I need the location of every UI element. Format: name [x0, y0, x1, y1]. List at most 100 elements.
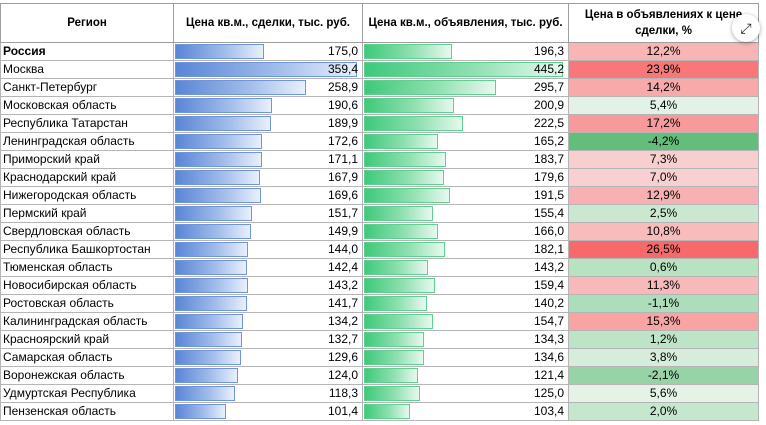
markup-cell: 10,8% — [568, 222, 759, 241]
region-cell: Свердловская область — [0, 222, 174, 241]
listing-price-bar — [364, 386, 420, 401]
table-row: Приморский край 171,1 183,7 7,3% — [0, 150, 759, 169]
expand-arrows-icon[interactable]: ⤢ — [732, 14, 760, 42]
listing-price-cell: 143,2 — [362, 258, 569, 277]
listing-price-value: 179,6 — [533, 170, 564, 184]
listing-price-cell: 182,1 — [362, 240, 569, 259]
deal-price-cell: 175,0 — [173, 42, 363, 61]
deal-price-value: 142,4 — [327, 260, 358, 274]
listing-price-cell: 134,3 — [362, 330, 569, 349]
deal-price-bar — [175, 188, 261, 203]
region-cell: Новосибирская область — [0, 276, 174, 295]
deal-price-value: 151,7 — [327, 206, 358, 220]
deal-price-bar — [175, 116, 271, 131]
deal-price-bar — [175, 44, 264, 59]
listing-price-cell: 179,6 — [362, 168, 569, 187]
deal-price-bar — [175, 386, 235, 401]
deal-price-value: 144,0 — [327, 242, 358, 256]
region-cell: Республика Татарстан — [0, 114, 174, 133]
listing-price-value: 445,2 — [533, 62, 564, 76]
markup-cell: 12,9% — [568, 186, 759, 205]
deal-price-cell: 124,0 — [173, 366, 363, 385]
table-row: Тюменская область 142,4 143,2 0,6% — [0, 258, 759, 277]
markup-cell: 26,5% — [568, 240, 759, 259]
listing-price-bar — [364, 134, 438, 149]
deal-price-value: 141,7 — [327, 296, 358, 310]
table-row: Россия 175,0 196,3 12,2% — [0, 42, 759, 61]
table-row: Новосибирская область 143,2 159,4 11,3% — [0, 276, 759, 295]
listing-price-bar — [364, 80, 496, 95]
deal-price-value: 167,9 — [327, 170, 358, 184]
listing-price-bar — [364, 314, 433, 329]
markup-cell: 5,6% — [568, 384, 759, 403]
header-region: Регион — [0, 3, 174, 43]
markup-cell: 7,3% — [568, 150, 759, 169]
deal-price-cell: 129,6 — [173, 348, 363, 367]
deal-price-value: 134,2 — [327, 314, 358, 328]
deal-price-value: 118,3 — [328, 386, 358, 400]
table-row: Красноярский край 132,7 134,3 1,2% — [0, 330, 759, 349]
region-cell: Пензенская область — [0, 402, 174, 421]
deal-price-cell: 101,4 — [173, 402, 363, 421]
region-cell: Республика Башкортостан — [0, 240, 174, 259]
listing-price-value: 183,7 — [533, 152, 564, 166]
deal-price-bar — [175, 206, 252, 221]
deal-price-cell: 190,6 — [173, 96, 363, 115]
markup-cell: 5,4% — [568, 96, 759, 115]
listing-price-bar — [364, 368, 418, 383]
table-row: Свердловская область 149,9 166,0 10,8% — [0, 222, 759, 241]
deal-price-bar — [175, 260, 247, 275]
markup-cell: 23,9% — [568, 60, 759, 79]
table-row: Республика Татарстан 189,9 222,5 17,2% — [0, 114, 759, 133]
listing-price-bar — [364, 62, 563, 77]
listing-price-bar — [364, 170, 444, 185]
deal-price-cell: 142,4 — [173, 258, 363, 277]
listing-price-bar — [364, 188, 450, 203]
deal-price-bar — [175, 80, 306, 95]
deal-price-bar — [175, 332, 242, 347]
deal-price-value: 172,6 — [327, 134, 358, 148]
listing-price-bar — [364, 260, 428, 275]
deal-price-value: 169,6 — [327, 188, 358, 202]
listing-price-value: 182,1 — [533, 242, 564, 256]
markup-cell: 12,2% — [568, 42, 759, 61]
markup-cell: 7,0% — [568, 168, 759, 187]
deal-price-value: 190,6 — [327, 98, 358, 112]
listing-price-value: 191,5 — [533, 188, 564, 202]
markup-cell: -4,2% — [568, 132, 759, 151]
listing-price-bar — [364, 44, 452, 59]
region-cell: Приморский край — [0, 150, 174, 169]
listing-price-cell: 222,5 — [362, 114, 569, 133]
deal-price-bar — [175, 98, 272, 113]
listing-price-bar — [364, 152, 446, 167]
deal-price-bar — [175, 314, 243, 329]
deal-price-cell: 258,9 — [173, 78, 363, 97]
deal-price-cell: 189,9 — [173, 114, 363, 133]
listing-price-cell: 103,4 — [362, 402, 569, 421]
listing-price-cell: 191,5 — [362, 186, 569, 205]
deal-price-cell: 132,7 — [173, 330, 363, 349]
markup-cell: 1,2% — [568, 330, 759, 349]
listing-price-value: 125,0 — [533, 386, 564, 400]
deal-price-bar — [175, 296, 247, 311]
region-cell: Россия — [0, 42, 174, 61]
listing-price-bar — [364, 242, 445, 257]
header-listing-price: Цена кв.м., объявления, тыс. руб. — [362, 3, 569, 43]
listing-price-value: 140,2 — [533, 296, 564, 310]
listing-price-value: 166,0 — [533, 224, 564, 238]
region-cell: Тюменская область — [0, 258, 174, 277]
region-cell: Пермский край — [0, 204, 174, 223]
table-row: Пензенская область 101,4 103,4 2,0% — [0, 402, 759, 421]
region-cell: Красноярский край — [0, 330, 174, 349]
deal-price-cell: 171,1 — [173, 150, 363, 169]
listing-price-value: 165,2 — [533, 134, 564, 148]
table-row: Краснодарский край 167,9 179,6 7,0% — [0, 168, 759, 187]
markup-cell: 0,6% — [568, 258, 759, 277]
table-row: Ленинградская область 172,6 165,2 -4,2% — [0, 132, 759, 151]
region-cell: Москва — [0, 60, 174, 79]
header-row: Регион Цена кв.м., сделки, тыс. руб. Цен… — [0, 3, 759, 43]
deal-price-value: 258,9 — [327, 80, 358, 94]
deal-price-value: 359,4 — [327, 62, 358, 76]
listing-price-value: 196,3 — [533, 44, 564, 58]
listing-price-value: 200,9 — [533, 98, 564, 112]
